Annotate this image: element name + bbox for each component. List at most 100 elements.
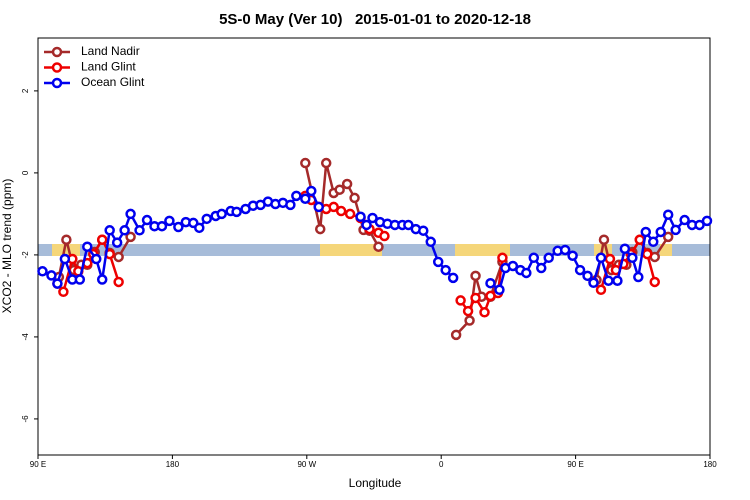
- point: [361, 219, 372, 231]
- point: [559, 244, 571, 256]
- point: [285, 199, 296, 211]
- point: [640, 226, 652, 238]
- point: [37, 266, 48, 277]
- point: [642, 248, 653, 260]
- legend-marker: [51, 62, 63, 73]
- point: [355, 211, 366, 223]
- point: [655, 226, 666, 238]
- point: [536, 262, 547, 274]
- point: [595, 284, 607, 296]
- point: [582, 270, 593, 282]
- x-axis-label: Longitude: [349, 476, 402, 490]
- x-tick-label: 90 E: [567, 460, 583, 469]
- point: [194, 222, 205, 234]
- point: [649, 276, 660, 288]
- point: [344, 208, 356, 220]
- point: [440, 264, 451, 276]
- point: [521, 267, 532, 279]
- point: [74, 274, 86, 285]
- point: [567, 250, 578, 261]
- point: [104, 225, 115, 236]
- point: [670, 224, 681, 236]
- plot-frame: [37, 37, 711, 456]
- x-tick-label: 90 W: [297, 460, 316, 469]
- point: [432, 256, 444, 268]
- point: [90, 253, 102, 265]
- point: [141, 214, 153, 226]
- point: [604, 253, 616, 265]
- y-tick-label: -2: [21, 251, 30, 259]
- point: [341, 178, 353, 190]
- point: [82, 241, 93, 252]
- point: [113, 276, 124, 288]
- point: [403, 219, 414, 231]
- point: [497, 252, 508, 264]
- point: [164, 215, 175, 227]
- point: [300, 157, 311, 169]
- y-axis-label: XCO2 - MLO trend (ppm): [0, 179, 14, 314]
- x-tick-label: 90 E: [30, 460, 46, 469]
- point: [379, 230, 390, 242]
- x-tick-label: 0: [439, 460, 444, 469]
- point: [334, 184, 345, 195]
- legend-marker: [51, 46, 63, 58]
- point: [59, 253, 71, 265]
- y-tick-label: -6: [21, 415, 30, 423]
- point: [61, 234, 72, 245]
- point: [173, 221, 184, 233]
- point: [320, 157, 332, 169]
- point: [634, 234, 646, 245]
- point: [648, 236, 659, 248]
- point: [595, 252, 607, 264]
- point: [455, 295, 466, 306]
- point: [96, 234, 108, 245]
- point: [619, 243, 631, 255]
- point: [425, 236, 436, 248]
- point: [111, 237, 123, 248]
- legend-label: Land Glint: [81, 60, 136, 74]
- point: [507, 260, 519, 272]
- chart-title: 5S-0 May (Ver 10) 2015-01-01 to 2020-12-…: [219, 11, 531, 28]
- point: [119, 225, 130, 236]
- x-tick-label: 180: [166, 460, 180, 469]
- point: [603, 275, 614, 286]
- point: [574, 264, 586, 276]
- land-band: [660, 244, 672, 256]
- point: [349, 192, 360, 204]
- point: [588, 277, 599, 289]
- point: [464, 315, 475, 326]
- point: [125, 231, 136, 243]
- point: [367, 212, 378, 224]
- point: [470, 270, 481, 282]
- point: [96, 274, 108, 285]
- point: [543, 252, 554, 264]
- point: [328, 201, 339, 213]
- y-tick-label: 0: [21, 170, 30, 175]
- point: [418, 225, 429, 236]
- point: [447, 272, 459, 284]
- legend-label: Land Nadir: [81, 44, 140, 58]
- point: [450, 329, 462, 341]
- land-band: [320, 244, 382, 256]
- point: [494, 284, 505, 296]
- point: [134, 225, 145, 236]
- point: [313, 201, 324, 213]
- point: [701, 215, 713, 227]
- land-band: [52, 244, 80, 256]
- point: [125, 208, 136, 220]
- point: [201, 213, 212, 225]
- y-tick-label: 2: [21, 88, 30, 93]
- point: [694, 219, 705, 231]
- series: [37, 185, 713, 296]
- point: [679, 214, 690, 226]
- legend-label: Ocean Glint: [81, 75, 145, 89]
- point: [633, 271, 644, 283]
- point: [662, 209, 674, 220]
- point: [627, 252, 638, 264]
- legend-marker: [51, 77, 63, 89]
- point: [314, 223, 326, 235]
- point: [598, 234, 610, 245]
- point: [479, 307, 490, 318]
- point: [470, 292, 481, 304]
